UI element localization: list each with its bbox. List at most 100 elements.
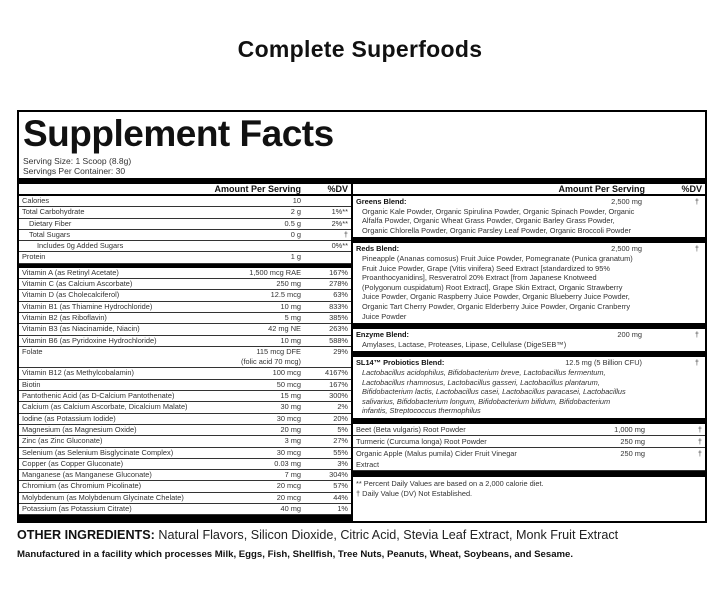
nutrient-name: Vitamin B2 (as Riboflavin) xyxy=(22,312,107,322)
ingredient-name: Organic Apple (Malus pumila) Cider Fruit… xyxy=(356,448,517,469)
nutrient-name: Magnesium (as Magnesium Oxide) xyxy=(22,424,137,434)
nutrient-row: Total Sugars 0 g † xyxy=(19,229,351,242)
nutrient-row: Vitamin B6 (as Pyridoxine Hydrochloride)… xyxy=(19,336,351,347)
nutrient-row: Calories 10 xyxy=(19,196,351,208)
daily-value: † xyxy=(697,424,702,434)
ingredient-row: Turmeric (Curcuma longa) Root Powder 250 … xyxy=(353,436,705,448)
divider xyxy=(353,237,705,244)
daily-value: † xyxy=(694,197,699,206)
other-ingredients: OTHER INGREDIENTS: Natural Flavors, Sili… xyxy=(17,528,707,543)
amount: 30 mg xyxy=(280,402,301,412)
amount: 1,500 mcg RAE xyxy=(249,267,301,277)
amount: 10 mg xyxy=(280,301,301,311)
amount: 12.5 mcg xyxy=(270,290,301,300)
amount: 10 xyxy=(292,196,301,205)
nutrient-row: Chromium (as Chromium Picolinate) 20 mcg 5… xyxy=(19,481,351,493)
nutrient-row: Calcium (as Calcium Ascorbate, Dicalcium… xyxy=(19,402,351,414)
amount: 5 mg xyxy=(284,312,301,322)
daily-value: 1%** xyxy=(331,207,348,217)
blend-item: Reds Blend: 2,500 mg † Pineapple (Ananas co… xyxy=(353,243,705,323)
amount: 115 mcg DFE xyxy=(256,346,301,356)
divider xyxy=(19,515,351,522)
blend-ingredients: Amylases, Lactase, Proteases, Lipase, Ce… xyxy=(362,339,567,349)
amount: 250 mg xyxy=(276,279,301,289)
nutrient-row: Dietary Fiber 0.5 g 2%** xyxy=(19,219,351,230)
amount: 1 g xyxy=(290,252,301,262)
servings-per-container: Servings Per Container: 30 xyxy=(23,166,126,176)
nutrient-row: Copper (as Copper Gluconate) 0.03 mg 3% xyxy=(19,458,351,471)
amount: 3 mg xyxy=(284,436,301,446)
nutrient-name: Vitamin B6 (as Pyridoxine Hydrochloride) xyxy=(22,335,157,345)
daily-value: 57% xyxy=(333,481,348,491)
nutrient-name: Total Sugars xyxy=(29,229,71,239)
daily-value: † xyxy=(697,448,702,458)
amount-detail: (folic acid 70 mcg) xyxy=(241,357,301,367)
dv-header: %DV xyxy=(681,184,702,194)
divider xyxy=(353,351,705,358)
daily-value: † xyxy=(343,229,348,239)
ingredient-name: Turmeric (Curcuma longa) Root Powder xyxy=(356,436,487,446)
nutrient-name: Folate xyxy=(22,346,43,356)
nutrient-row: Magnesium (as Magnesium Oxide) 20 mg 5% xyxy=(19,424,351,437)
label-body: Supplement Facts Serving Size: 1 Scoop (… xyxy=(17,110,707,561)
nutrient-row: Vitamin B2 (as Riboflavin) 5 mg 385% xyxy=(19,312,351,325)
nutrient-name: Vitamin C (as Calcium Ascorbate) xyxy=(22,279,133,289)
daily-value: 304% xyxy=(329,470,348,480)
blend-table: Amount Per Serving %DV Greens Blend: 2,500… xyxy=(353,178,705,521)
blend-item: Enzyme Blend: 200 mg † Amylases, Lactase, P… xyxy=(353,329,705,351)
nutrient-name: Pantothenic Acid (as D-Calcium Pantothen… xyxy=(22,391,175,401)
daily-value: 29% xyxy=(333,346,348,356)
amount: 40 mg xyxy=(280,504,301,514)
blend-name: SL14™ Probiotics Blend: xyxy=(356,358,445,368)
nutrient-name: Vitamin B1 (as Thiamine Hydrochloride) xyxy=(22,301,153,311)
product-title: Complete Superfoods xyxy=(237,36,483,62)
nutrient-name: Vitamin A (as Retinyl Acetate) xyxy=(22,267,119,277)
amount: 20 mg xyxy=(280,424,301,434)
amount: 0.03 mg xyxy=(274,458,301,468)
amount: 250 mg xyxy=(620,436,645,446)
divider xyxy=(353,178,705,184)
amount: 15 mg xyxy=(280,391,301,401)
blend-name: Reds Blend: xyxy=(356,244,400,254)
nutrient-row: Vitamin C (as Calcium Ascorbate) 250 mg 27… xyxy=(19,279,351,291)
daily-value: 300% xyxy=(329,391,348,401)
daily-value: 5% xyxy=(337,424,348,434)
daily-value: 588% xyxy=(329,335,348,345)
amount: 0 g xyxy=(290,229,301,239)
footnotes: ** Percent Daily Values are based on a 2… xyxy=(353,477,705,501)
blend-amount: 200 mg xyxy=(617,330,642,340)
amount: 30 mcg xyxy=(276,413,301,423)
divider xyxy=(19,178,351,184)
nutrient-row: Vitamin A (as Retinyl Acetate) 1,500 mcg … xyxy=(19,267,351,280)
nutrient-row: Molybdenum (as Molybdenum Glycinate Chel… xyxy=(19,493,351,505)
footnote: ** Percent Daily Values are based on a 2… xyxy=(356,478,544,488)
nutrient-row: Iodine (as Potassium Iodide) 30 mcg 20% xyxy=(19,414,351,425)
amount-header: Amount Per Serving xyxy=(558,184,645,194)
nutrient-name: Vitamin B3 (as Niacinamide, Niacin) xyxy=(22,324,140,334)
amount: 1,000 mg xyxy=(614,424,645,434)
nutrient-name: Chromium (as Chromium Picolinate) xyxy=(22,481,142,491)
nutrient-row: Selenium (as Selenium Bisglycinate Compl… xyxy=(19,448,351,459)
daily-value: † xyxy=(694,244,699,254)
daily-value: † xyxy=(694,358,699,368)
blend-item: SL14™ Probiotics Blend: 12.5 mg (5 Billio… xyxy=(353,357,705,418)
daily-value: 63% xyxy=(333,290,348,300)
daily-value: 385% xyxy=(329,312,348,322)
daily-value: 27% xyxy=(333,436,348,446)
blend-amount: 2,500 mg xyxy=(611,244,642,254)
amount: 10 mg xyxy=(280,335,301,345)
amount-header: Amount Per Serving xyxy=(214,184,301,194)
blend-ingredients: Organic Kale Powder, Organic Spirulina P… xyxy=(362,206,635,235)
footnote: † Daily Value (DV) Not Established. xyxy=(356,488,473,498)
nutrient-name: Protein xyxy=(22,252,46,262)
nutrient-row: Protein 1 g xyxy=(19,252,351,264)
daily-value: 4167% xyxy=(324,368,348,378)
amount: 250 mg xyxy=(620,448,645,458)
daily-value: 2% xyxy=(337,402,348,412)
nutrient-name: Calcium (as Calcium Ascorbate, Dicalcium… xyxy=(22,402,188,412)
table-header: Amount Per Serving %DV xyxy=(19,184,351,196)
amount: 30 mcg xyxy=(276,447,301,457)
nutrient-row: Includes 0g Added Sugars 0%** xyxy=(19,241,351,253)
nutrient-name: Total Carbohydrate xyxy=(22,207,85,217)
amount: 20 mcg xyxy=(276,481,301,491)
